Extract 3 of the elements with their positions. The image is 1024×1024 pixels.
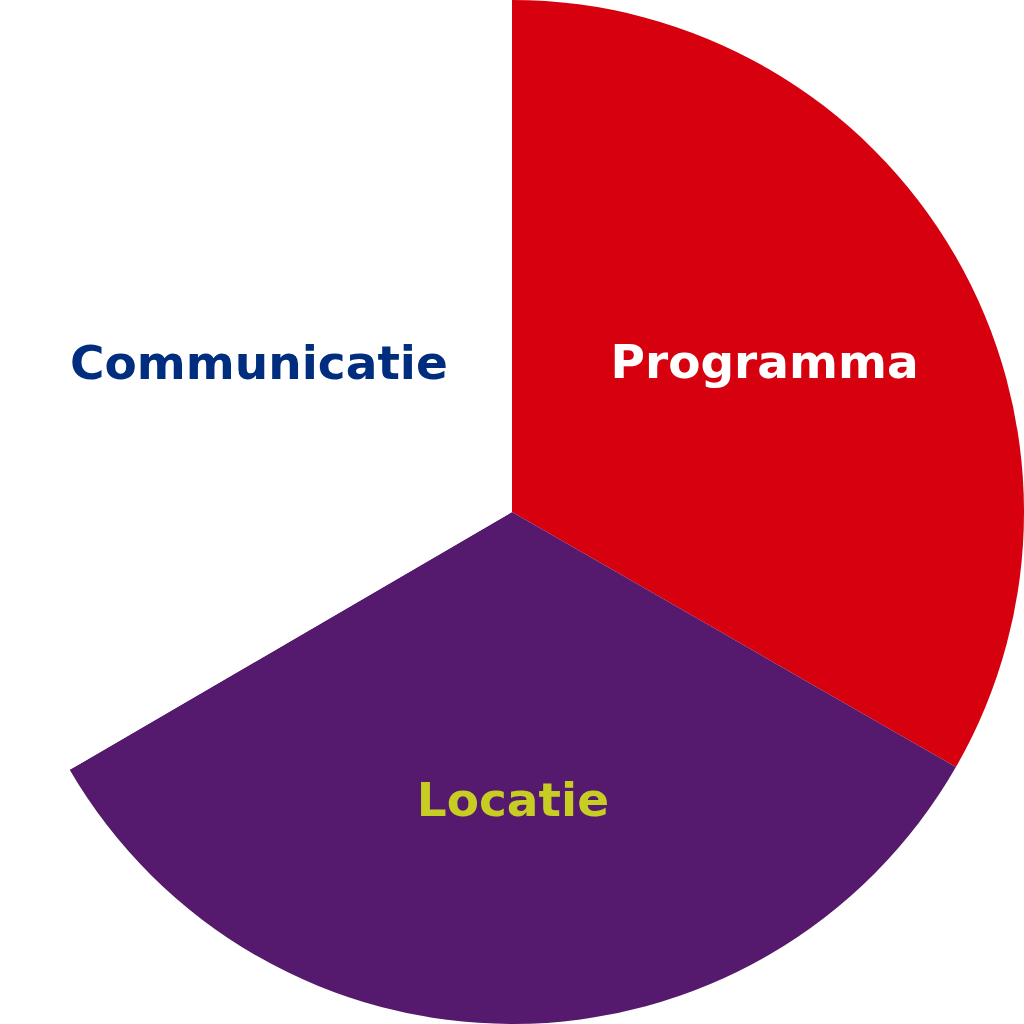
slice-label: Programma: [610, 334, 919, 390]
slice-label: Communicatie: [70, 334, 448, 390]
slice-label: Locatie: [416, 772, 610, 828]
